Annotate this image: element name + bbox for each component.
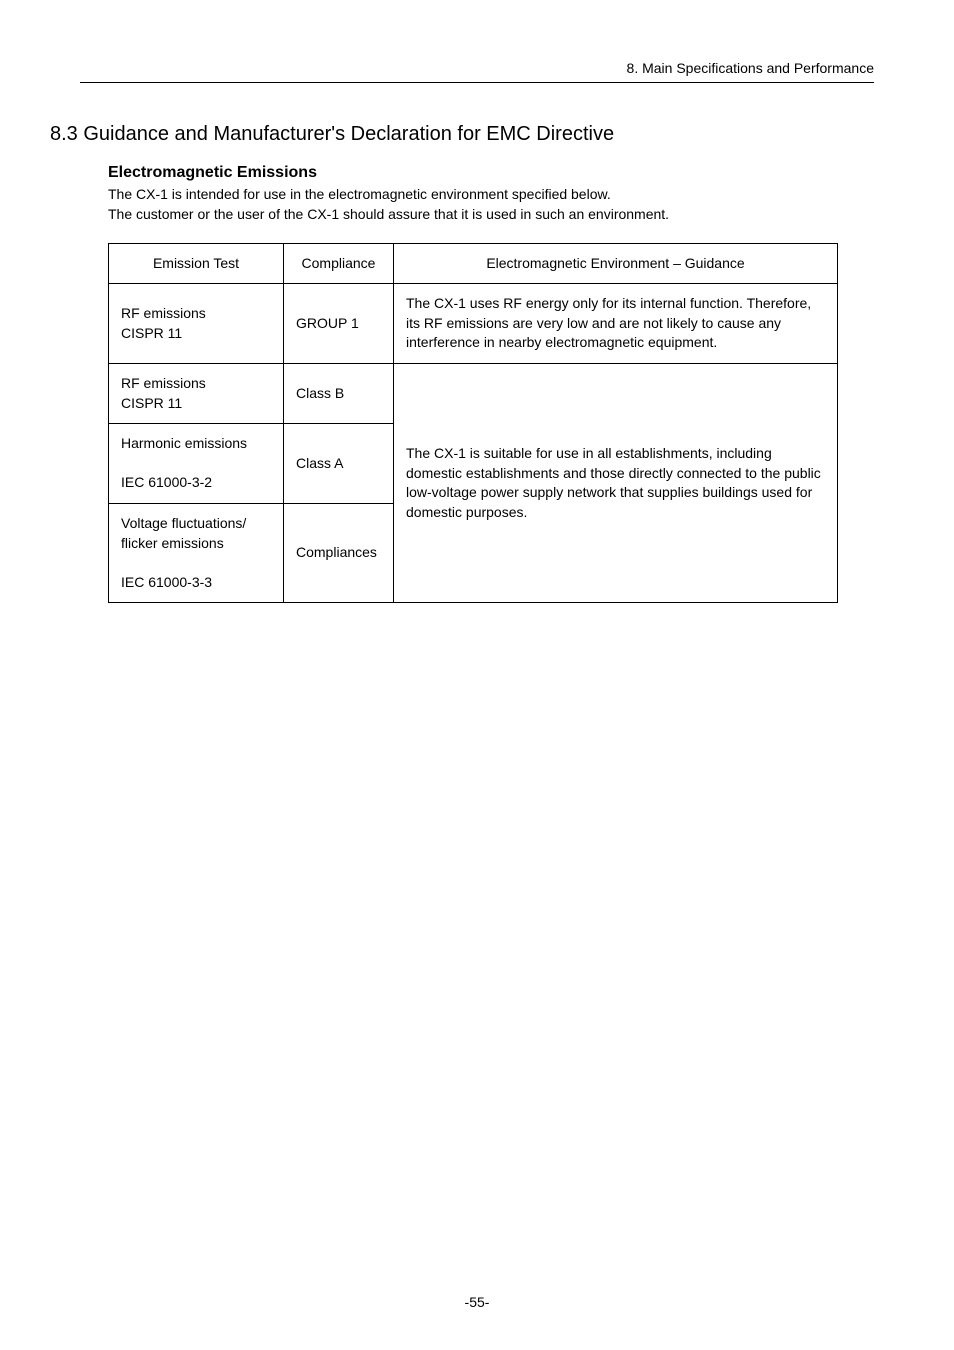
cell-test: RF emissions CISPR 11 bbox=[109, 363, 284, 423]
page-number: -55- bbox=[0, 1294, 954, 1310]
running-header: 8. Main Specifications and Performance bbox=[80, 60, 874, 83]
cell-compliance: Class A bbox=[284, 424, 394, 504]
cell-test: RF emissions CISPR 11 bbox=[109, 284, 284, 364]
intro-paragraph: The CX-1 is intended for use in the elec… bbox=[108, 184, 808, 225]
emissions-table: Emission Test Compliance Electromagnetic… bbox=[108, 243, 838, 604]
header-emission-test: Emission Test bbox=[109, 243, 284, 284]
cell-guidance: The CX-1 uses RF energy only for its int… bbox=[394, 284, 838, 364]
table-row: RF emissions CISPR 11 GROUP 1 The CX-1 u… bbox=[109, 284, 838, 364]
cell-test: Voltage fluctuations/ flicker emissions … bbox=[109, 503, 284, 602]
header-compliance: Compliance bbox=[284, 243, 394, 284]
page-container: 8. Main Specifications and Performance 8… bbox=[0, 0, 954, 643]
cell-test: Harmonic emissions IEC 61000-3-2 bbox=[109, 424, 284, 504]
intro-line-2: The customer or the user of the CX-1 sho… bbox=[108, 206, 669, 222]
section-title: 8.3 Guidance and Manufacturer's Declarat… bbox=[50, 123, 874, 146]
cell-compliance: GROUP 1 bbox=[284, 284, 394, 364]
header-guidance: Electromagnetic Environment – Guidance bbox=[394, 243, 838, 284]
intro-line-1: The CX-1 is intended for use in the elec… bbox=[108, 186, 611, 202]
table-row: RF emissions CISPR 11 Class B The CX-1 i… bbox=[109, 363, 838, 423]
cell-guidance-shared: The CX-1 is suitable for use in all esta… bbox=[394, 363, 838, 602]
table-header-row: Emission Test Compliance Electromagnetic… bbox=[109, 243, 838, 284]
subsection-title: Electromagnetic Emissions bbox=[108, 164, 874, 182]
cell-compliance: Class B bbox=[284, 363, 394, 423]
cell-compliance: Compliances bbox=[284, 503, 394, 602]
